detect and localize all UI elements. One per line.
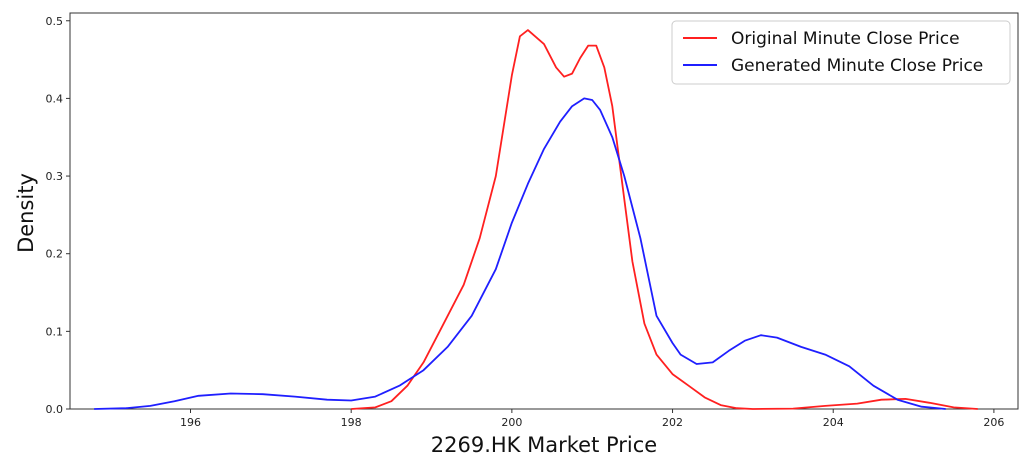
- legend-label-original: Original Minute Close Price: [731, 29, 960, 49]
- x-axis-ticks: 196 198 200 202 204 206: [180, 409, 1004, 429]
- legend-box: [671, 20, 1011, 85]
- series-line-0: [351, 29, 978, 410]
- x-tick-label: 206: [983, 416, 1004, 429]
- y-axis-ticks: 0.0 0.1 0.2 0.3 0.4 0.5: [46, 15, 70, 416]
- x-tick-label: 204: [823, 416, 844, 429]
- x-tick-label: 198: [341, 416, 362, 429]
- y-tick-label: 0.0: [46, 403, 64, 416]
- series-line-1: [94, 97, 946, 410]
- y-tick-label: 0.1: [46, 325, 64, 338]
- y-tick-label: 0.5: [46, 15, 64, 28]
- x-tick-label: 196: [180, 416, 201, 429]
- x-axis-label: 2269.HK Market Price: [431, 433, 657, 457]
- y-tick-label: 0.2: [46, 248, 64, 261]
- x-tick-label: 200: [501, 416, 522, 429]
- y-axis-label: Density: [14, 173, 38, 253]
- plot-frame: [69, 12, 1019, 410]
- y-tick-label: 0.3: [46, 170, 64, 183]
- series-lines: [94, 29, 978, 410]
- legend-label-generated: Generated Minute Close Price: [731, 56, 983, 76]
- x-tick-label: 202: [662, 416, 683, 429]
- legend: Original Minute Close Price Generated Mi…: [671, 20, 1011, 85]
- y-tick-label: 0.4: [46, 92, 64, 105]
